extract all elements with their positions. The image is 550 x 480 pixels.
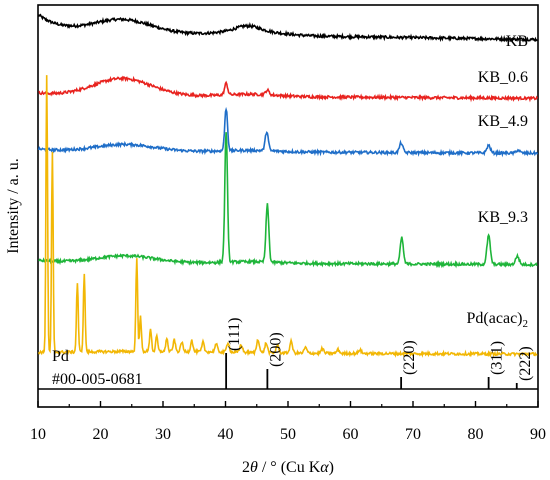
series-line-0 xyxy=(37,13,538,43)
x-tick-label-7: 80 xyxy=(468,426,484,443)
series-label-4: Pd(acac)2 xyxy=(467,310,528,330)
reference-label-2: (220) xyxy=(401,340,418,375)
series-label-1: KB_0.6 xyxy=(478,69,528,86)
series-label-3-text: KB_9.3 xyxy=(478,209,528,226)
reference-label-0: (111) xyxy=(226,318,243,351)
series-line-4 xyxy=(37,75,538,358)
x-axis-label-close: ) xyxy=(329,459,334,476)
series-label-4-text: Pd(acac) xyxy=(467,310,523,327)
series-label-1-text: KB_0.6 xyxy=(478,69,528,86)
reference-card: #00-005-0681 xyxy=(52,371,143,388)
x-axis-label-theta: θ xyxy=(250,459,258,476)
y-axis-label: Intensity / a. u. xyxy=(5,158,22,254)
series-label-4-subscript: 2 xyxy=(523,318,529,330)
series-label-0-text: KB xyxy=(506,33,528,50)
x-tick-label-3: 40 xyxy=(218,426,234,443)
reference-label-4: (222) xyxy=(517,346,534,381)
x-tick-label-8: 90 xyxy=(530,426,546,443)
x-axis-label-prefix: 2 xyxy=(242,459,250,476)
x-axis-label: 2θ / ° (Cu Kα) xyxy=(242,459,334,476)
reference-name: Pd xyxy=(52,348,69,365)
x-tick-label-1: 20 xyxy=(93,426,109,443)
series-line-3 xyxy=(38,132,538,269)
series-layer xyxy=(37,13,539,358)
series-line-2 xyxy=(37,106,539,158)
x-axis-label-alpha: α xyxy=(320,459,329,476)
x-tick-label-6: 70 xyxy=(405,426,421,443)
series-label-0: KB xyxy=(506,33,528,50)
series-line-1 xyxy=(38,75,539,103)
x-axis: 10 20 30 40 50 60 70 80 90 xyxy=(30,401,546,443)
reference-label-3: (311) xyxy=(489,341,506,375)
plot-frame xyxy=(37,4,539,408)
series-label-3: KB_9.3 xyxy=(478,209,528,226)
x-axis-label-rest: / ° (Cu K xyxy=(258,459,321,476)
x-tick-label-4: 50 xyxy=(280,426,296,443)
x-tick-label-2: 30 xyxy=(155,426,171,443)
series-label-2: KB_4.9 xyxy=(478,113,528,130)
series-label-2-text: KB_4.9 xyxy=(478,113,528,130)
x-tick-label-0: 10 xyxy=(30,426,46,443)
x-tick-label-5: 60 xyxy=(343,426,359,443)
series-labels: KB KB_0.6 KB_4.9 KB_9.3 Pd(acac)2 xyxy=(467,33,528,330)
reference-pattern: Pd #00-005-0681 (111) (200) (220) (311) (222… xyxy=(52,318,534,389)
reference-label-1: (200) xyxy=(267,332,284,367)
